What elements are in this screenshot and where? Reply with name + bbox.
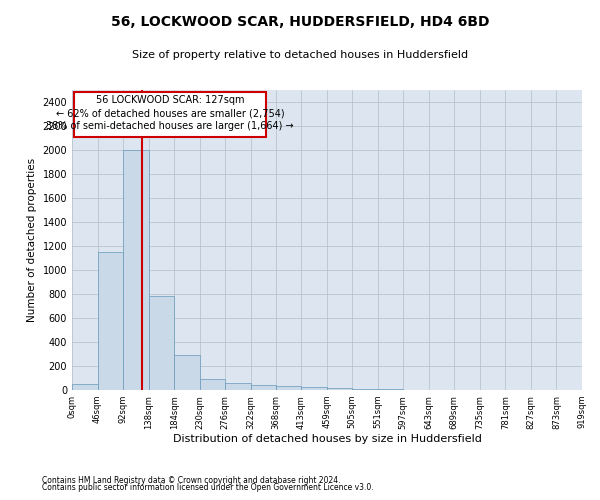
FancyBboxPatch shape	[74, 92, 266, 137]
Text: 38% of semi-detached houses are larger (1,664) →: 38% of semi-detached houses are larger (…	[46, 121, 294, 131]
Bar	[200, 379, 225, 390]
Text: Contains public sector information licensed under the Open Government Licence v3: Contains public sector information licen…	[42, 484, 374, 492]
Bar	[251, 385, 276, 390]
Bar	[352, 389, 378, 390]
Text: Size of property relative to detached houses in Huddersfield: Size of property relative to detached ho…	[132, 50, 468, 60]
Bar	[123, 150, 149, 390]
Text: Contains HM Land Registry data © Crown copyright and database right 2024.: Contains HM Land Registry data © Crown c…	[42, 476, 341, 485]
Text: 56, LOCKWOOD SCAR, HUDDERSFIELD, HD4 6BD: 56, LOCKWOOD SCAR, HUDDERSFIELD, HD4 6BD	[111, 15, 489, 29]
Bar	[276, 386, 301, 390]
X-axis label: Distribution of detached houses by size in Huddersfield: Distribution of detached houses by size …	[173, 434, 481, 444]
Bar	[327, 388, 352, 390]
Bar	[225, 384, 251, 390]
Y-axis label: Number of detached properties: Number of detached properties	[27, 158, 37, 322]
Text: 56 LOCKWOOD SCAR: 127sqm: 56 LOCKWOOD SCAR: 127sqm	[96, 96, 244, 106]
Text: ← 62% of detached houses are smaller (2,754): ← 62% of detached houses are smaller (2,…	[56, 108, 284, 118]
Bar	[301, 387, 327, 390]
Bar	[174, 355, 200, 390]
Bar	[72, 384, 98, 390]
Bar	[98, 252, 123, 390]
Bar	[149, 296, 174, 390]
